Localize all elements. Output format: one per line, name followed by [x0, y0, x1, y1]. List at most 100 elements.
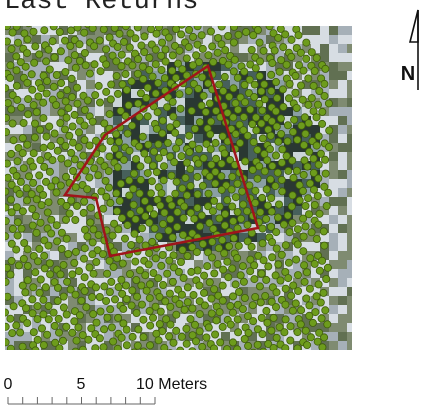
lidar-point: [243, 28, 250, 35]
lidar-point: [167, 216, 174, 223]
lidar-point: [80, 209, 87, 216]
lidar-point: [155, 155, 162, 162]
lidar-point: [134, 293, 141, 300]
lidar-point: [186, 149, 193, 156]
lidar-point: [258, 120, 265, 127]
lidar-point: [294, 241, 301, 248]
imagery-cell: [338, 260, 347, 269]
imagery-cell: [329, 170, 338, 179]
lidar-point: [299, 96, 306, 103]
imagery-cell: [320, 26, 329, 35]
lidar-point: [113, 190, 120, 197]
imagery-cell: [338, 314, 347, 323]
lidar-point: [187, 166, 194, 173]
lidar-point: [189, 62, 196, 69]
lidar-point: [183, 55, 190, 62]
lidar-point: [131, 170, 138, 177]
imagery-cell: [329, 62, 338, 71]
lidar-point: [251, 93, 258, 100]
imagery-cell: [338, 215, 347, 224]
lidar-point: [7, 74, 14, 81]
lidar-point: [218, 186, 225, 193]
lidar-point: [2, 278, 9, 285]
lidar-point: [196, 311, 203, 318]
imagery-cell: [185, 98, 194, 107]
lidar-point: [263, 307, 270, 314]
lidar-point: [318, 315, 325, 322]
lidar-point: [89, 239, 96, 246]
imagery-cell: [347, 44, 356, 53]
lidar-point: [41, 252, 48, 259]
lidar-point: [45, 46, 52, 53]
lidar-point: [133, 309, 140, 316]
imagery-cell: [329, 161, 338, 170]
lidar-point: [69, 271, 76, 278]
lidar-point: [325, 143, 332, 150]
lidar-point: [62, 68, 69, 75]
lidar-point: [44, 78, 51, 85]
imagery-cell: [320, 53, 329, 62]
lidar-point: [113, 208, 120, 215]
lidar-point: [134, 56, 141, 63]
lidar-point: [147, 190, 154, 197]
map-layout: Last Returns N 0 5 10 Meters: [0, 0, 425, 418]
lidar-point: [99, 251, 106, 258]
lidar-point: [272, 108, 279, 115]
lidar-point: [257, 209, 264, 216]
lidar-point: [208, 310, 215, 317]
lidar-point: [208, 161, 215, 168]
lidar-point: [249, 302, 256, 309]
lidar-point: [172, 190, 179, 197]
lidar-point: [19, 150, 26, 157]
lidar-point: [14, 39, 21, 46]
lidar-point: [232, 194, 239, 201]
lidar-point: [196, 223, 203, 230]
lidar-point: [272, 78, 279, 85]
lidar-point: [313, 114, 320, 121]
lidar-point: [57, 119, 64, 126]
lidar-point: [19, 135, 26, 142]
lidar-point: [46, 66, 53, 73]
lidar-point: [308, 49, 315, 56]
lidar-point: [293, 256, 300, 263]
lidar-point: [300, 171, 307, 178]
lidar-point: [313, 142, 320, 149]
lidar-point: [29, 310, 36, 317]
lidar-point: [58, 229, 65, 236]
lidar-point: [232, 130, 239, 137]
lidar-point: [23, 349, 30, 356]
lidar-point: [280, 103, 287, 110]
lidar-point: [286, 80, 293, 87]
lidar-point: [175, 268, 182, 275]
lidar-point: [51, 130, 58, 137]
lidar-point: [210, 345, 217, 352]
lidar-point: [221, 250, 228, 257]
lidar-point: [256, 73, 263, 80]
lidar-point: [259, 107, 266, 114]
lidar-point: [183, 159, 190, 166]
lidar-point: [43, 133, 50, 140]
lidar-point: [273, 289, 280, 296]
lidar-point: [14, 232, 21, 239]
imagery-cell: [329, 341, 338, 350]
lidar-point: [46, 168, 53, 175]
lidar-point: [33, 109, 40, 116]
lidar-point: [83, 351, 90, 358]
lidar-point: [223, 346, 230, 353]
lidar-point: [48, 216, 55, 223]
imagery-cell: [347, 71, 356, 80]
lidar-point: [96, 37, 103, 44]
lidar-point: [48, 142, 55, 149]
lidar-point: [314, 192, 321, 199]
lidar-point: [74, 100, 81, 107]
lidar-point: [225, 61, 232, 68]
imagery-cell: [347, 287, 356, 296]
lidar-point: [174, 223, 181, 230]
lidar-point: [141, 33, 148, 40]
lidar-point: [28, 71, 35, 78]
imagery-cell: [86, 80, 95, 89]
imagery-cell: [338, 269, 347, 278]
lidar-point: [18, 104, 25, 111]
lidar-point: [234, 74, 241, 81]
lidar-point: [46, 123, 53, 130]
